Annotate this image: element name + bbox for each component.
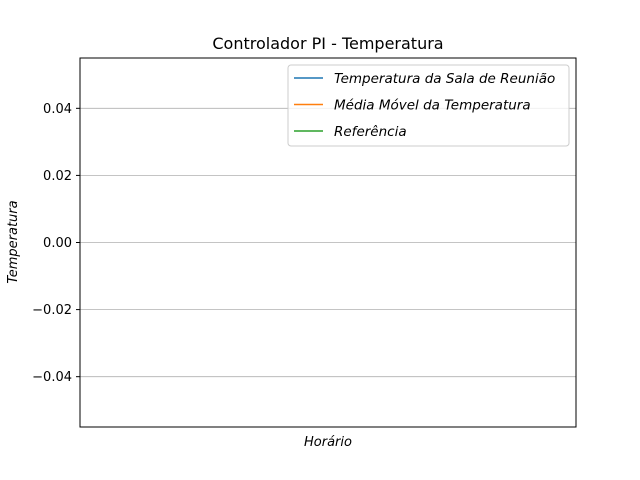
y-tick-label: −0.04: [32, 370, 72, 385]
legend-label: Média Móvel da Temperatura: [334, 98, 531, 114]
x-axis-label: Horário: [304, 435, 352, 450]
legend: Temperatura da Sala de Reunião Média Móve…: [287, 64, 570, 147]
y-tick-label: 0.04: [43, 102, 72, 117]
legend-label: Temperatura da Sala de Reunião: [334, 71, 555, 87]
legend-entry: Média Móvel da Temperatura: [294, 98, 531, 114]
legend-entry: Temperatura da Sala de Reunião: [294, 71, 555, 87]
legend-label: Referência: [334, 124, 407, 140]
y-tick-label: 0.00: [43, 236, 72, 251]
legend-entry: Referência: [294, 124, 407, 140]
y-tick-label: −0.02: [32, 303, 72, 318]
chart-title: Controlador PI - Temperatura: [212, 34, 443, 53]
y-axis-ticks: 0.04 0.02 0.00 −0.02 −0.04: [32, 102, 80, 385]
y-axis-label: Temperatura: [6, 200, 21, 283]
legend-box: [287, 64, 570, 147]
y-tick-label: 0.02: [43, 169, 72, 184]
legend-entries: Temperatura da Sala de Reunião Média Móve…: [294, 71, 555, 140]
